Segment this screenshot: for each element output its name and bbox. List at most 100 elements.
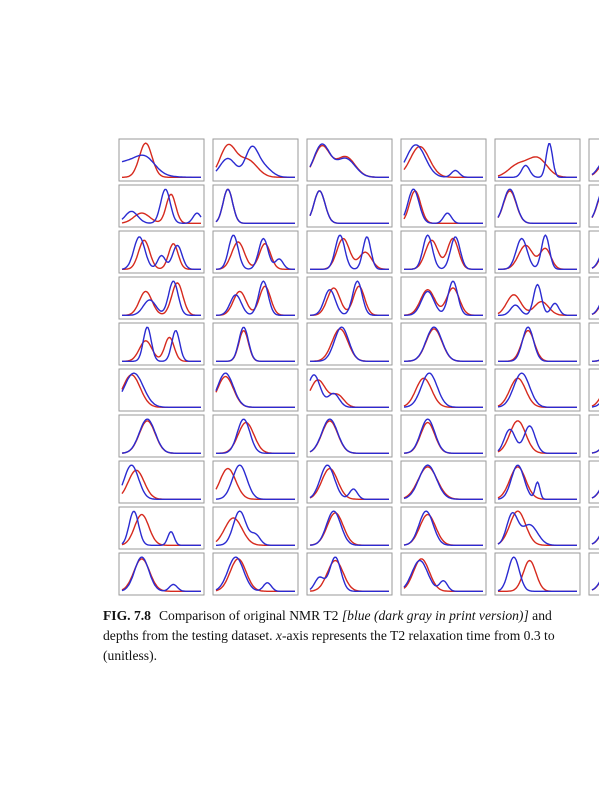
panel-r0-c2 xyxy=(306,138,393,182)
original-curve xyxy=(216,418,295,454)
caption-text-2a: depths from the testing dataset. xyxy=(103,628,276,643)
panel-r0-c4 xyxy=(494,138,581,182)
original-curve xyxy=(310,326,389,362)
comparison-curve xyxy=(497,294,577,316)
original-curve xyxy=(404,234,483,270)
original-curve xyxy=(497,188,577,224)
original-curve xyxy=(498,283,577,316)
original-curve xyxy=(121,188,202,224)
panel-r8-c1 xyxy=(212,506,299,550)
original-curve xyxy=(309,510,389,546)
panel-frame xyxy=(400,368,487,412)
panel-r6-c2 xyxy=(306,414,393,458)
comparison-curve xyxy=(122,282,201,316)
panel-r3-c3 xyxy=(400,276,487,320)
panel-r8-c3 xyxy=(400,506,487,550)
original-curve xyxy=(309,556,389,592)
panel-r5-c0 xyxy=(118,368,205,412)
original-curve xyxy=(121,154,201,178)
panel-r7-c1 xyxy=(212,460,299,504)
panel-frame xyxy=(212,184,299,228)
original-curve xyxy=(215,372,295,408)
panel-frame xyxy=(494,368,581,412)
panel-r3-c5 xyxy=(588,276,599,320)
panel-r9-c1 xyxy=(212,552,299,596)
panel-grid xyxy=(118,138,599,596)
original-curve xyxy=(309,280,389,316)
panel-r9-c4 xyxy=(494,552,581,596)
panel-frame xyxy=(212,138,299,182)
panel-r4-c5 xyxy=(588,322,599,366)
panel-frame xyxy=(400,552,487,596)
panel-r4-c4 xyxy=(494,322,581,366)
panel-r9-c3 xyxy=(400,552,487,596)
panel-r4-c2 xyxy=(306,322,393,366)
panel-r1-c3 xyxy=(400,184,487,228)
comparison-curve xyxy=(122,239,201,270)
original-curve xyxy=(403,372,483,408)
panel-frame xyxy=(212,322,299,366)
panel-r2-c1 xyxy=(212,230,299,274)
original-curve xyxy=(309,143,389,178)
original-curve xyxy=(404,326,483,362)
panel-r1-c0 xyxy=(118,184,205,228)
panel-frame xyxy=(588,138,599,182)
panel-frame xyxy=(118,414,205,458)
panel-frame xyxy=(400,230,487,274)
original-curve xyxy=(216,510,295,546)
caption-text-1b: and xyxy=(528,608,552,623)
original-curve xyxy=(121,418,201,454)
panel-r2-c0 xyxy=(118,230,205,274)
panel-frame xyxy=(118,552,205,596)
original-curve xyxy=(215,464,295,500)
panel-r6-c0 xyxy=(118,414,205,458)
panel-r7-c0 xyxy=(118,460,205,504)
panel-frame xyxy=(588,414,599,458)
panel-r9-c5 xyxy=(588,552,599,596)
original-curve xyxy=(121,556,201,592)
panel-r6-c5 xyxy=(588,414,599,458)
panel-r0-c3 xyxy=(400,138,487,182)
panel-r8-c0 xyxy=(118,506,205,550)
original-curve xyxy=(497,425,577,454)
panel-frame xyxy=(306,368,393,412)
panel-frame xyxy=(494,138,581,182)
panel-frame xyxy=(494,322,581,366)
original-curve xyxy=(215,188,295,224)
original-curve xyxy=(215,234,295,270)
panel-frame xyxy=(494,414,581,458)
figure-caption: FIG. 7.8 Comparison of original NMR T2 [b… xyxy=(103,606,599,666)
panel-r3-c0 xyxy=(118,276,205,320)
panel-frame xyxy=(118,506,205,550)
panel-frame xyxy=(588,230,599,274)
panel-frame xyxy=(118,322,205,366)
panel-r4-c1 xyxy=(212,322,299,366)
panel-frame xyxy=(212,368,299,412)
original-curve xyxy=(497,464,577,500)
panel-r4-c3 xyxy=(400,322,487,366)
original-curve xyxy=(122,280,201,316)
original-curve xyxy=(403,188,483,224)
original-curve xyxy=(497,556,577,592)
caption-text-2b: -axis represents the T2 relaxation time … xyxy=(281,628,555,643)
panel-frame xyxy=(400,460,487,504)
panel-frame xyxy=(588,184,599,228)
original-curve xyxy=(215,145,295,178)
original-curve xyxy=(403,510,483,546)
panel-r0-c1 xyxy=(212,138,299,182)
panel-r3-c2 xyxy=(306,276,393,320)
panel-r0-c5 xyxy=(588,138,599,182)
panel-frame xyxy=(212,414,299,458)
panel-r2-c5 xyxy=(588,230,599,274)
panel-r9-c0 xyxy=(118,552,205,596)
panel-r5-c3 xyxy=(400,368,487,412)
caption-text-1a: Comparison of original NMR T2 xyxy=(158,608,342,623)
original-curve xyxy=(497,372,577,408)
original-curve xyxy=(310,234,389,270)
panel-r8-c4 xyxy=(494,506,581,550)
panel-r2-c2 xyxy=(306,230,393,274)
panel-r4-c0 xyxy=(118,322,205,366)
panel-frame xyxy=(588,276,599,320)
panel-frame xyxy=(588,368,599,412)
